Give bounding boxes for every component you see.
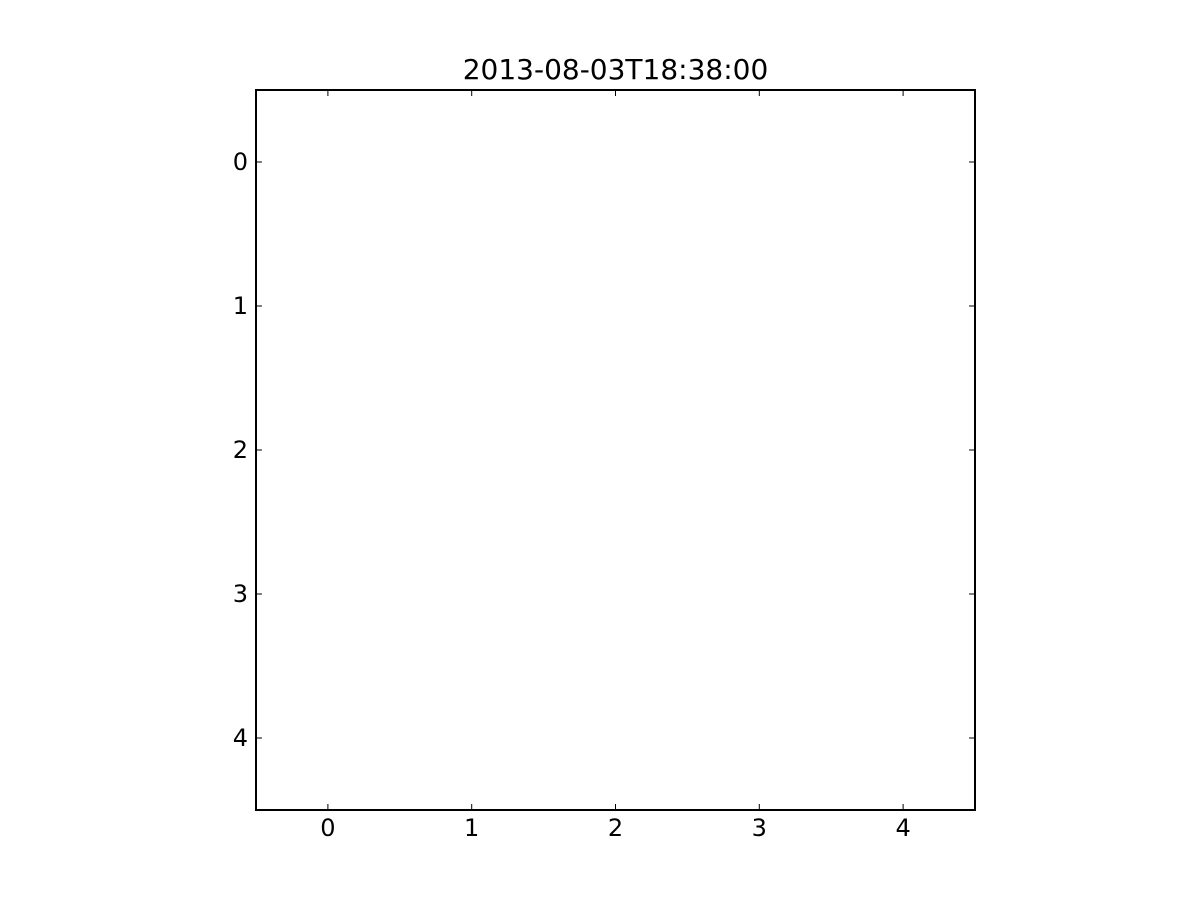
x-tick-label: 4	[895, 814, 910, 842]
chart-title: 2013-08-03T18:38:00	[463, 53, 769, 86]
x-tick-label: 1	[464, 814, 479, 842]
y-tick-label: 3	[233, 580, 248, 608]
y-tick-label: 0	[233, 148, 248, 176]
x-tick-label: 2	[608, 814, 623, 842]
x-tick-label: 3	[752, 814, 767, 842]
x-tick-label: 0	[320, 814, 335, 842]
plot-frame	[255, 89, 976, 811]
ticks-layer: 0 1 2 3 4 0 1 2 3 4	[233, 90, 975, 842]
y-tick-label: 4	[233, 724, 248, 752]
y-tick-label: 2	[233, 436, 248, 464]
y-tick-label: 1	[233, 292, 248, 320]
